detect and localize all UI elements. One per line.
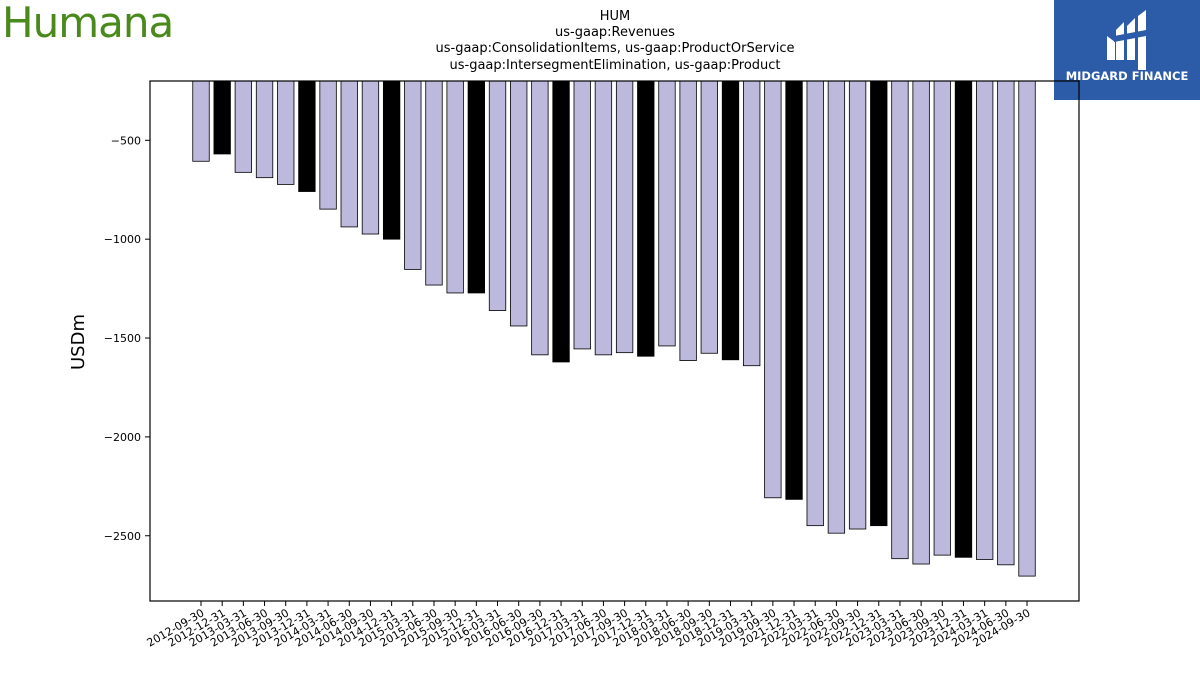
bar-2015-03-31: [404, 80, 422, 270]
bar-2015-12-31: [467, 80, 485, 294]
bar-2022-09-30: [848, 80, 867, 530]
y-tick-label: −2000: [104, 431, 141, 444]
bar-2012-12-31: [213, 80, 231, 155]
bar-2017-03-31: [573, 80, 591, 350]
bar-2013-06-30: [255, 80, 274, 179]
title-line-4: us-gaap:IntersegmentElimination, us-gaap…: [449, 58, 780, 73]
title-line-1: HUM: [600, 9, 631, 24]
bar-2024-06-30: [997, 80, 1015, 566]
bar-2017-12-31: [637, 80, 655, 357]
y-axis-label: USDm: [68, 314, 89, 370]
bar-2012-09-30: [192, 80, 210, 162]
x-axis: 2012-09-302012-12-312013-03-312013-06-30…: [145, 601, 1033, 650]
bar-2016-12-31: [552, 80, 570, 363]
bar-2014-09-30: [361, 80, 380, 235]
title-line-3: us-gaap:ConsolidationItems, us-gaap:Prod…: [436, 41, 795, 56]
midgard-finance-logo: MIDGARD FINANCE: [1054, 0, 1200, 100]
bar-2013-03-31: [234, 80, 253, 173]
plot-frame: [149, 80, 1080, 602]
bar-2013-12-31: [298, 80, 316, 192]
y-tick-label: −500: [111, 134, 141, 147]
chart-title: HUM us-gaap:Revenues us-gaap:Consolidati…: [436, 9, 795, 73]
bar-2019-03-31: [743, 80, 761, 367]
bar-2015-06-30: [425, 80, 443, 286]
bar-2016-03-31: [488, 80, 507, 311]
bar-2023-09-30: [933, 80, 951, 556]
bar-2022-03-31: [806, 80, 824, 527]
bar-2014-03-31: [319, 80, 337, 210]
bar-2023-06-30: [912, 80, 930, 565]
bar-2021-12-31: [785, 80, 803, 500]
bar-2018-03-31: [658, 80, 676, 347]
y-tick-label: −1000: [104, 233, 141, 246]
bar-2015-09-30: [446, 80, 464, 294]
bar-2017-09-30: [615, 80, 634, 354]
midgard-mark-icon: [1107, 10, 1146, 70]
y-tick-label: −2500: [104, 530, 141, 543]
bars: [192, 80, 1036, 577]
y-tick-label: −1500: [104, 332, 141, 345]
bar-2016-06-30: [510, 80, 528, 327]
bar-2022-12-31: [870, 80, 888, 527]
bar-2014-06-30: [340, 80, 358, 228]
bar-2024-03-31: [976, 80, 994, 560]
bar-2023-03-31: [891, 80, 909, 560]
bar-2014-12-31: [382, 80, 401, 240]
humana-logo: Humana: [2, 0, 174, 47]
bar-2016-09-30: [531, 80, 549, 356]
midgard-finance-label: MIDGARD FINANCE: [1065, 69, 1189, 83]
bar-2018-06-30: [679, 80, 697, 361]
bar-2023-12-31: [954, 80, 973, 558]
bar-2018-09-30: [700, 80, 718, 354]
bar-2013-09-30: [277, 80, 295, 185]
y-axis: −500 −1000 −1500 −2000 −2500: [104, 134, 150, 543]
bar-2024-09-30: [1018, 80, 1036, 577]
bar-2022-06-30: [827, 80, 846, 534]
bar-2019-09-30: [764, 80, 782, 499]
bar-2018-12-31: [721, 80, 740, 361]
bar-2017-06-30: [594, 80, 613, 356]
title-line-2: us-gaap:Revenues: [555, 25, 675, 40]
